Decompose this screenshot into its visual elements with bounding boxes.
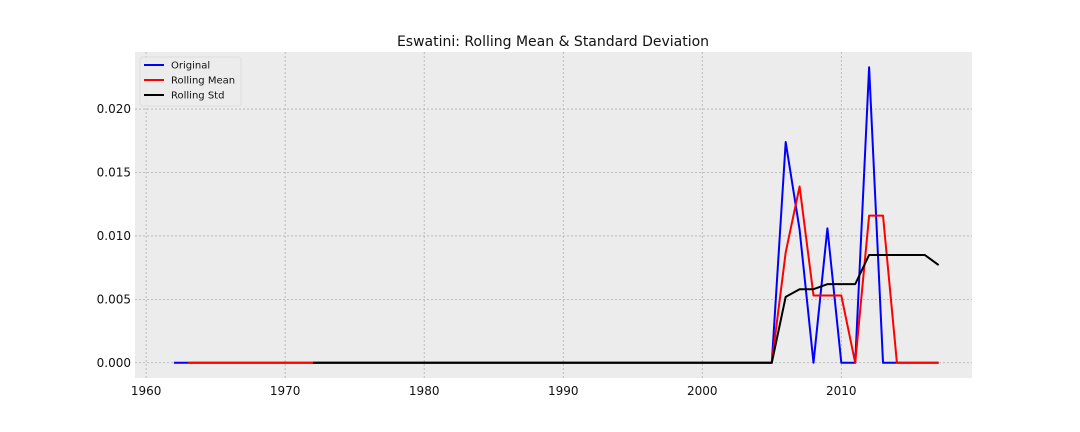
plot-area [135,52,972,378]
legend-label: Rolling Std [171,91,224,102]
legend-label: Rolling Mean [171,76,235,87]
x-tick-label: 2010 [826,384,857,398]
x-tick-label: 1970 [270,384,301,398]
y-tick-label: 0.005 [97,292,131,306]
x-tick-label: 1990 [548,384,579,398]
x-tick-label: 2000 [687,384,718,398]
series-layer [173,66,940,364]
grid [135,52,972,378]
x-tick-label: 1960 [131,384,162,398]
legend-box [139,56,242,107]
legend-label: Original [171,61,210,72]
y-axis: 0.000 0.005 0.010 0.015 0.020 [97,102,131,370]
x-tick-label: 1980 [409,384,440,398]
x-axis: 1960 1970 1980 1990 2000 2010 [131,384,857,398]
series-line-rolling-std [312,253,940,364]
y-tick-label: 0.010 [97,229,131,243]
chart-title: Eswatini: Rolling Mean & Standard Deviat… [397,34,709,50]
y-tick-label: 0.015 [97,166,131,180]
y-tick-label: 0.020 [97,102,131,116]
legend: Original Rolling Mean Rolling Std [139,56,242,107]
y-tick-label: 0.000 [97,356,131,370]
